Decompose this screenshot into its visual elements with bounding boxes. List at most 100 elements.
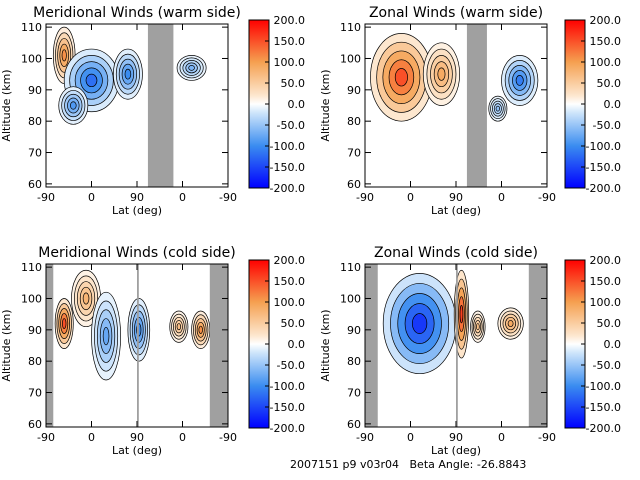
colorbar-tick-label: 150.0 (274, 275, 306, 288)
y-tick-label: 100 (21, 292, 42, 305)
masked-region-3 (528, 264, 547, 427)
y-tick-label: 60 (347, 178, 361, 191)
colorbar-tick-label: 150.0 (590, 35, 622, 48)
colorbar-tick-label: 100.0 (590, 56, 622, 69)
y-axis-label: Altitude (km) (319, 309, 332, 381)
contour-2-level-1 (82, 292, 90, 305)
x-tick-label: -90 (538, 191, 556, 204)
x-tick-label: -90 (538, 431, 556, 444)
panel-title: Meridional Winds (warm side) (33, 5, 241, 21)
contour-3-level-1 (515, 75, 524, 86)
colorbar-tick-label: 0.0 (604, 98, 622, 111)
x-tick-label: 0 (498, 191, 505, 204)
y-tick-label: 70 (347, 147, 361, 160)
x-tick-label: -90 (356, 191, 374, 204)
y-tick-label: 70 (347, 387, 361, 400)
y-tick-label: 90 (28, 324, 42, 337)
x-tick-label: 0 (179, 431, 186, 444)
contour-2-level-1 (459, 305, 464, 324)
x-axis-label: Lat (deg) (112, 204, 162, 217)
masked-region-2 (137, 264, 139, 427)
y-tick-label: 90 (347, 324, 361, 337)
contour-2-level-1 (437, 67, 446, 81)
y-tick-label: 60 (28, 178, 42, 191)
colorbar-tick-label: -150.0 (270, 401, 305, 414)
beta-label: Beta Angle: (409, 458, 474, 471)
x-tick-label: 0 (407, 191, 414, 204)
contour-1-level-1 (394, 68, 408, 87)
masked-region-1 (466, 24, 487, 187)
y-tick-label: 70 (28, 387, 42, 400)
colorbar-tick-label: -200.0 (270, 422, 305, 435)
y-tick-label: 110 (340, 261, 361, 274)
colorbar-tick-label: -150.0 (586, 401, 621, 414)
masked-region-2 (456, 264, 458, 427)
x-tick-label: -90 (37, 431, 55, 444)
colorbar-tick-label: -200.0 (586, 182, 621, 195)
x-tick-label: 0 (407, 431, 414, 444)
colorbar-tick-label: -100.0 (270, 380, 305, 393)
masked-region-1 (365, 264, 378, 427)
colorbar-tick-label: -100.0 (586, 380, 621, 393)
y-tick-label: 80 (347, 115, 361, 128)
panel-4: Zonal Winds (cold side) 60 70 80 90 100 110 -90… (319, 245, 621, 457)
x-axis-label: Lat (deg) (112, 444, 162, 457)
colorbar-tick-label: -50.0 (593, 359, 621, 372)
colorbar-tick-label: 100.0 (590, 296, 622, 309)
masked-region-1 (147, 24, 174, 187)
run-id: 2007151 p9 v03r04 (290, 458, 399, 471)
y-tick-label: 80 (28, 115, 42, 128)
y-axis-label: Altitude (km) (0, 69, 13, 141)
colorbar-tick-label: 50.0 (281, 317, 306, 330)
colorbar-tick-label: -50.0 (277, 119, 305, 132)
colorbar-tick-label: 200.0 (590, 254, 622, 267)
panel-1: Meridional Winds (warm side) 60 70 80 90 100 1… (0, 5, 305, 217)
colorbar-tick-label: -200.0 (270, 182, 305, 195)
contour-1-level-1 (62, 318, 67, 329)
y-tick-label: 60 (347, 418, 361, 431)
y-tick-label: 90 (28, 84, 42, 97)
panel-2: Zonal Winds (warm side) 60 70 80 90 100 110 -90… (319, 5, 621, 217)
colorbar-tick-label: 0.0 (288, 98, 306, 111)
contour-2-level-1 (85, 73, 98, 88)
y-tick-label: 100 (340, 52, 361, 65)
x-tick-label: 0 (88, 431, 95, 444)
x-tick-label: 90 (449, 431, 463, 444)
y-axis-label: Altitude (km) (319, 69, 332, 141)
contour-5-level-1 (188, 65, 195, 71)
colorbar-tick-label: -150.0 (586, 161, 621, 174)
panel-title: Meridional Winds (cold side) (38, 245, 236, 261)
x-tick-label: 90 (130, 191, 144, 204)
colorbar-tick-label: 200.0 (274, 254, 306, 267)
colorbar-tick-label: 50.0 (281, 77, 306, 90)
x-tick-label: 90 (130, 431, 144, 444)
x-tick-label: 0 (179, 191, 186, 204)
y-tick-label: 110 (340, 21, 361, 34)
x-axis-label: Lat (deg) (431, 444, 481, 457)
masked-region-3 (209, 264, 228, 427)
colorbar-tick-label: -200.0 (586, 422, 621, 435)
colorbar-tick-label: -150.0 (270, 161, 305, 174)
colorbar-tick-label: 50.0 (597, 317, 622, 330)
colorbar-tick-label: -100.0 (586, 140, 621, 153)
y-tick-label: 80 (28, 355, 42, 368)
contour-5-level-1 (176, 323, 182, 331)
contour-3-level-1 (102, 326, 110, 346)
y-tick-label: 60 (28, 418, 42, 431)
colorbar-tick-label: 150.0 (590, 275, 622, 288)
x-tick-label: -90 (219, 191, 237, 204)
y-axis-label: Altitude (km) (0, 309, 13, 381)
y-tick-label: 110 (21, 261, 42, 274)
colorbar-tick-label: 100.0 (274, 56, 306, 69)
panel-3: Meridional Winds (cold side) 60 70 80 90 100 1… (0, 245, 305, 457)
contour-1-level-1 (61, 49, 67, 62)
colorbar-tick-label: 0.0 (288, 338, 306, 351)
contour-3-level-1 (476, 323, 480, 331)
colorbar-tick-label: 0.0 (604, 338, 622, 351)
x-tick-label: -90 (356, 431, 374, 444)
contour-1-level-1 (411, 313, 428, 334)
x-tick-label: 0 (88, 191, 95, 204)
colorbar-tick-label: 50.0 (597, 77, 622, 90)
y-tick-label: 90 (347, 84, 361, 97)
